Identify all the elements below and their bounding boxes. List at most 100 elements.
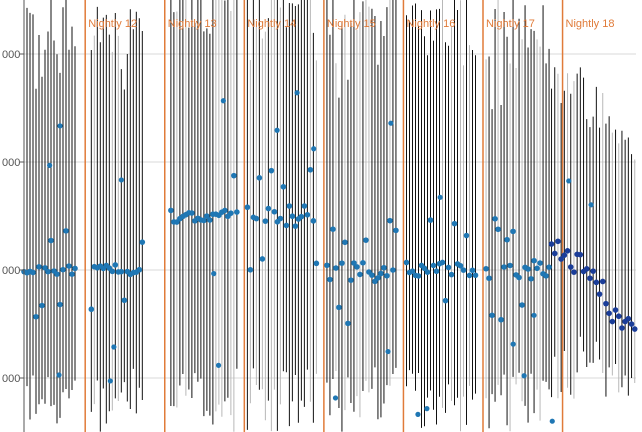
- data-point: [583, 266, 590, 272]
- data-point: [313, 260, 320, 267]
- release-label: Nightly 15: [327, 18, 376, 30]
- outlier-point: [437, 194, 443, 200]
- data-point: [628, 321, 635, 327]
- outlier-point: [220, 98, 226, 104]
- outlier-point: [332, 395, 339, 401]
- data-point: [63, 228, 69, 234]
- data-point: [204, 213, 210, 219]
- data-point: [262, 218, 269, 224]
- data-point: [136, 266, 143, 273]
- data-point: [593, 279, 600, 286]
- data-point: [231, 172, 237, 179]
- data-point: [483, 265, 489, 272]
- y-tick-label: 000: [2, 157, 20, 169]
- outlier-point: [385, 348, 391, 355]
- y-tick-label: 000: [2, 373, 20, 385]
- data-point: [590, 268, 596, 274]
- data-point: [298, 213, 305, 220]
- data-point: [466, 272, 473, 279]
- data-point: [247, 267, 254, 273]
- data-point: [606, 310, 612, 317]
- release-label: Nightly 13: [168, 18, 217, 30]
- y-tick-label: 000: [2, 265, 20, 277]
- data-point: [415, 273, 422, 279]
- data-point: [507, 262, 513, 269]
- data-point: [625, 315, 632, 322]
- data-point: [519, 302, 525, 308]
- error-bars: [23, 0, 636, 432]
- data-point: [546, 264, 552, 270]
- data-point: [45, 268, 51, 275]
- data-point: [222, 207, 228, 214]
- outlier-point: [274, 127, 280, 133]
- data-point: [619, 325, 625, 331]
- data-point: [60, 266, 66, 273]
- data-point: [504, 236, 510, 243]
- data-point: [33, 313, 39, 320]
- data-point: [492, 216, 498, 222]
- data-point: [57, 301, 63, 308]
- data-point: [357, 271, 363, 278]
- data-point: [118, 268, 125, 275]
- data-point: [403, 259, 410, 266]
- data-point: [564, 248, 571, 254]
- data-point: [66, 263, 72, 269]
- data-point: [310, 218, 317, 224]
- data-point: [460, 267, 467, 273]
- data-point: [280, 183, 287, 190]
- data-point: [369, 272, 375, 278]
- y-tick-label: 000: [2, 49, 20, 61]
- data-point: [234, 209, 240, 215]
- data-point: [69, 271, 75, 277]
- outlier-point: [56, 372, 62, 378]
- data-point: [363, 237, 369, 243]
- release-label: Nightly 14: [247, 18, 296, 30]
- data-point: [631, 326, 638, 332]
- data-point: [571, 269, 577, 275]
- data-point: [427, 217, 434, 223]
- data-point: [528, 276, 534, 282]
- data-point: [534, 265, 540, 272]
- data-point: [378, 270, 384, 277]
- y-axis-ticks: 000 000 000 000: [2, 0, 25, 432]
- data-point: [498, 316, 504, 323]
- outlier-point: [118, 177, 124, 183]
- data-point: [333, 265, 339, 271]
- data-point: [567, 264, 574, 270]
- data-point: [292, 223, 299, 229]
- release-label: Nightly 16: [406, 18, 455, 30]
- release-label: Nightly 18: [566, 18, 615, 30]
- data-point: [201, 217, 207, 224]
- data-point: [348, 277, 354, 283]
- release-label: Nightly 12: [88, 18, 137, 30]
- data-point: [587, 275, 593, 282]
- data-point: [351, 260, 357, 266]
- outlier-point: [549, 418, 555, 424]
- outlier-point: [294, 90, 300, 96]
- data-point: [189, 210, 195, 216]
- data-point: [228, 210, 234, 216]
- outlier-point: [588, 202, 594, 208]
- data-point: [433, 268, 440, 275]
- data-point: [121, 297, 128, 304]
- outlier-point: [57, 123, 63, 129]
- data-point: [577, 251, 584, 258]
- data-point: [48, 237, 54, 244]
- data-point: [207, 217, 213, 223]
- outlier-point: [388, 120, 394, 126]
- data-point: [445, 264, 452, 271]
- data-point: [551, 250, 558, 257]
- data-point: [472, 272, 479, 279]
- data-point: [609, 318, 616, 325]
- data-point: [495, 226, 501, 233]
- data-point: [599, 278, 606, 285]
- outlier-point: [521, 373, 527, 379]
- data-point: [501, 264, 507, 270]
- data-point: [439, 259, 446, 266]
- data-point: [543, 273, 549, 279]
- data-point: [324, 262, 330, 269]
- data-point: [603, 300, 609, 307]
- data-point: [36, 263, 42, 270]
- data-point: [375, 275, 381, 281]
